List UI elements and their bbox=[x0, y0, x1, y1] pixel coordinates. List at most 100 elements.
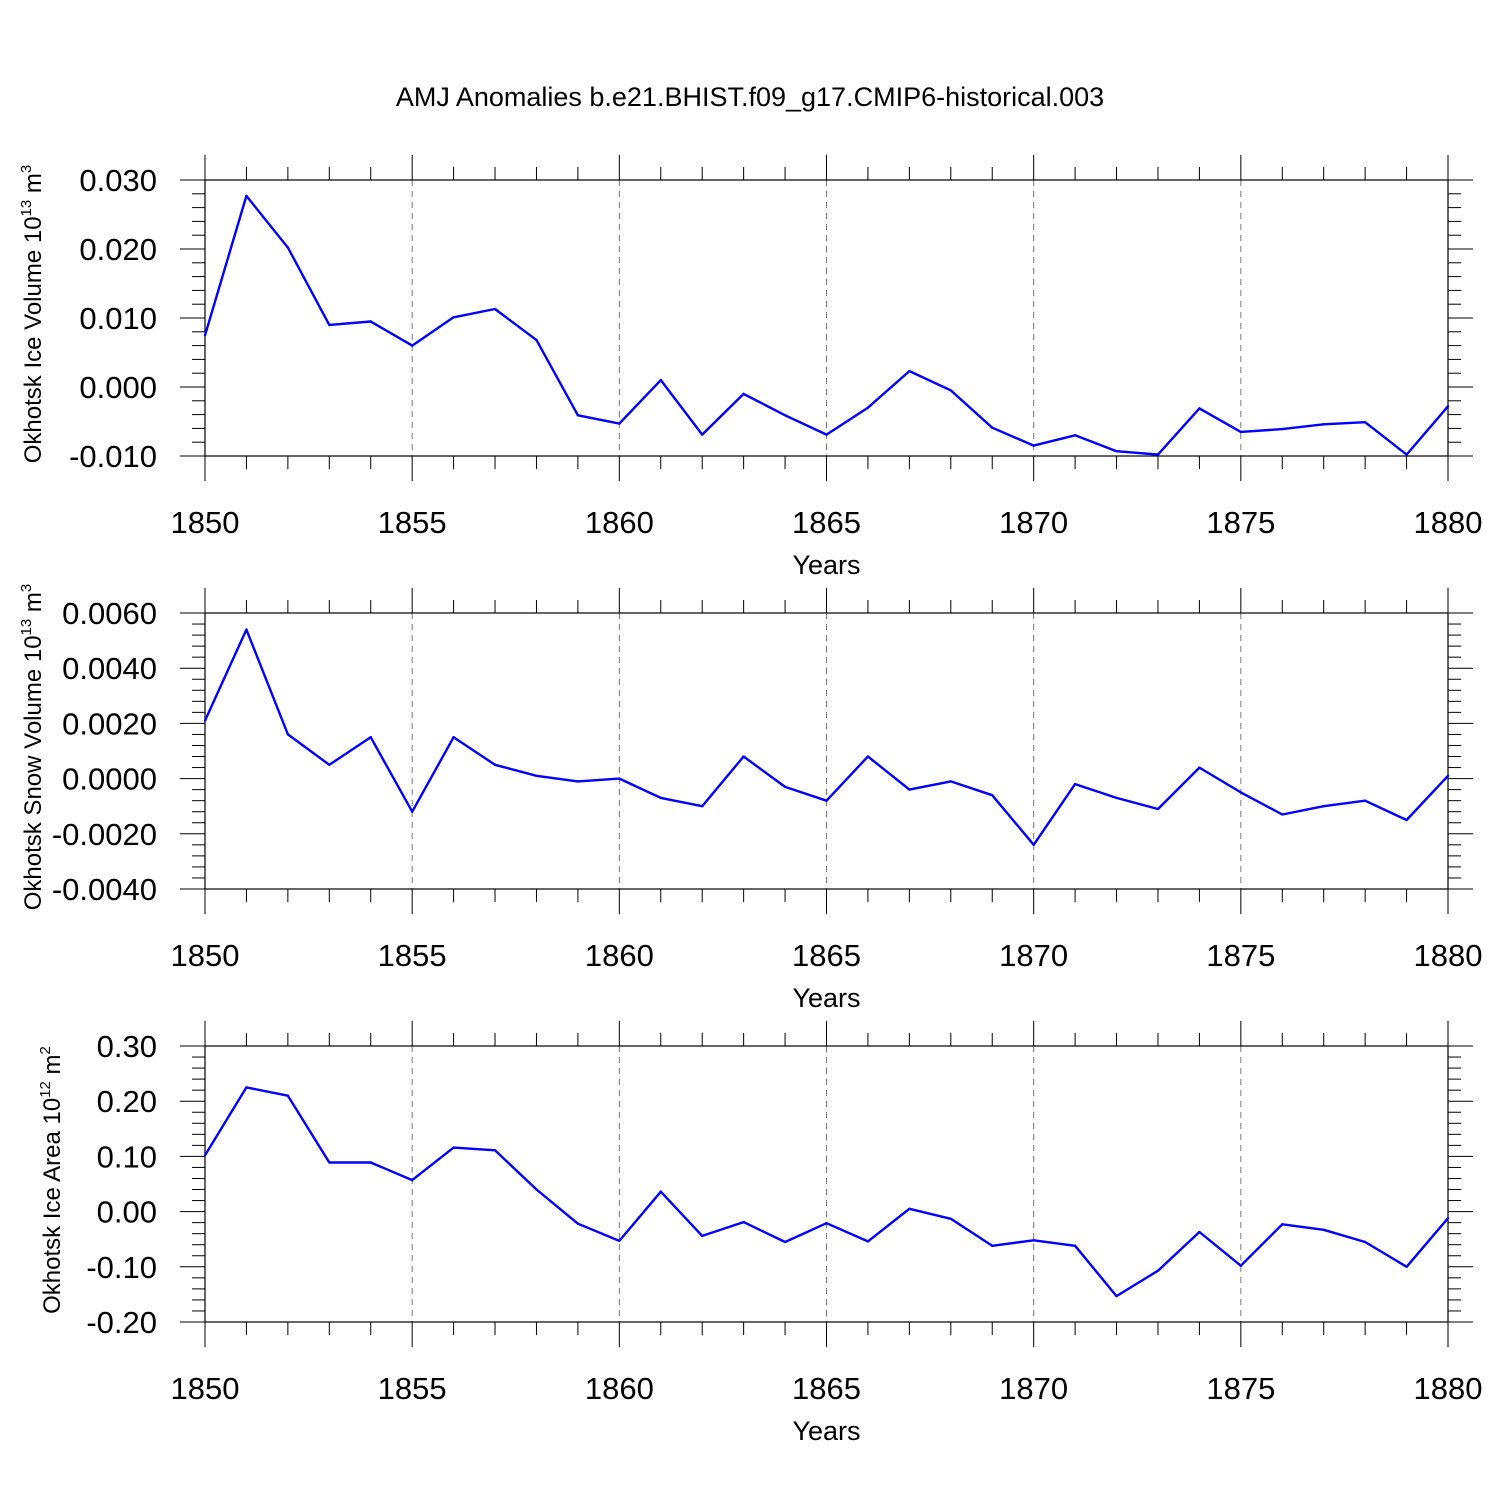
x-axis-label: Years bbox=[792, 983, 860, 1013]
data-point bbox=[1363, 799, 1367, 802]
y-tick-label: 0.00 bbox=[97, 1195, 157, 1230]
data-point bbox=[410, 344, 414, 347]
x-tick-label: 1860 bbox=[585, 505, 654, 540]
data-point bbox=[1239, 1264, 1243, 1267]
y-tick-label: -0.010 bbox=[69, 439, 157, 474]
x-tick-label: 1870 bbox=[999, 938, 1068, 973]
y-axis-label: Okhotsk Ice Area 1012 m2 bbox=[37, 1046, 66, 1314]
data-point bbox=[1281, 813, 1284, 816]
x-tick-label: 1875 bbox=[1206, 505, 1275, 540]
data-point bbox=[742, 392, 745, 396]
data-point bbox=[410, 1178, 414, 1182]
data-point bbox=[535, 1188, 538, 1191]
data-point bbox=[949, 389, 952, 392]
data-point bbox=[742, 1220, 745, 1224]
data-point bbox=[701, 433, 704, 436]
y-axis-label-text: Okhotsk Snow Volume 10 bbox=[20, 635, 47, 910]
y-tick-label: 0.20 bbox=[97, 1084, 157, 1119]
x-tick-label: 1850 bbox=[171, 505, 240, 540]
data-point bbox=[866, 406, 870, 409]
data-point bbox=[1198, 1230, 1201, 1234]
data-point bbox=[1198, 766, 1201, 769]
data-point bbox=[369, 1161, 372, 1164]
y-axis-label-exponent: 13 bbox=[18, 619, 35, 636]
x-axis-label: Years bbox=[792, 1416, 860, 1446]
data-point bbox=[783, 414, 787, 417]
data-point bbox=[203, 719, 207, 722]
y-axis-label-unit: m bbox=[20, 173, 47, 200]
y-tick-label: 0.010 bbox=[79, 301, 157, 336]
x-tick-label: 1850 bbox=[171, 1371, 240, 1406]
y-axis-label-unit: m bbox=[39, 1054, 66, 1081]
y-tick-label: -0.20 bbox=[86, 1305, 157, 1340]
panel-ice-volume: -0.010 0.000 0.010 0.020 0.030 1850 1855 1860 18… bbox=[18, 155, 1482, 580]
data-point bbox=[1363, 420, 1367, 424]
y-axis-label-unit-exponent: 3 bbox=[18, 165, 35, 173]
panel-snow-volume: -0.0040 -0.0020 0.0000 0.0020 0.0040 0.0060 18… bbox=[18, 584, 1482, 1013]
data-point bbox=[742, 755, 745, 758]
y-axis-label-unit-exponent: 2 bbox=[37, 1046, 54, 1054]
data-point bbox=[286, 1094, 290, 1097]
data-point bbox=[452, 316, 455, 319]
data-point bbox=[618, 777, 621, 780]
data-point bbox=[1363, 1240, 1367, 1244]
y-tick-label: -0.0040 bbox=[52, 872, 157, 907]
x-tick-label: 1880 bbox=[1414, 938, 1483, 973]
data-point bbox=[701, 1234, 704, 1238]
data-point bbox=[576, 1222, 580, 1225]
data-point bbox=[659, 378, 662, 382]
data-point bbox=[618, 422, 621, 425]
data-point bbox=[369, 320, 372, 323]
data-point bbox=[1405, 1265, 1408, 1269]
y-tick-label: 0.020 bbox=[79, 232, 157, 267]
y-axis-label-exponent: 13 bbox=[18, 200, 35, 217]
x-tick-label: 1855 bbox=[378, 938, 447, 973]
data-point bbox=[410, 810, 414, 813]
x-tick-label: 1860 bbox=[585, 938, 654, 973]
data-point bbox=[908, 788, 911, 791]
data-point bbox=[203, 334, 207, 337]
data-point bbox=[286, 733, 290, 736]
data-point bbox=[866, 1240, 870, 1243]
data-point bbox=[1156, 1269, 1160, 1272]
data-point bbox=[245, 628, 248, 631]
y-tick-label: 0.0020 bbox=[62, 706, 157, 741]
y-axis-label-text: Okhotsk Ice Area 10 bbox=[39, 1098, 66, 1314]
data-point bbox=[825, 433, 828, 436]
data-point bbox=[949, 1217, 952, 1220]
y-axis-label-text: Okhotsk Ice Volume 10 bbox=[20, 216, 47, 463]
y-axis-label-exponent: 12 bbox=[37, 1081, 54, 1098]
data-point bbox=[452, 736, 455, 739]
y-axis-label: Okhotsk Ice Volume 1013 m3 bbox=[18, 165, 47, 464]
data-point bbox=[618, 1239, 621, 1243]
x-axis-label: Years bbox=[792, 550, 860, 580]
data-point bbox=[1156, 453, 1160, 456]
data-point bbox=[908, 369, 911, 373]
data-point bbox=[535, 338, 538, 342]
data-point bbox=[1032, 444, 1035, 447]
data-point bbox=[1405, 453, 1408, 456]
data-point bbox=[1073, 1244, 1077, 1248]
data-point bbox=[245, 1086, 248, 1089]
y-axis-label-unit-exponent: 3 bbox=[18, 584, 35, 592]
data-point bbox=[701, 805, 704, 808]
data-point bbox=[203, 1154, 207, 1157]
data-point bbox=[1115, 1294, 1118, 1298]
x-tick-label: 1880 bbox=[1414, 505, 1483, 540]
y-tick-label: 0.30 bbox=[97, 1029, 157, 1064]
data-point bbox=[576, 414, 580, 417]
data-point bbox=[783, 1240, 787, 1244]
y-axis-label: Okhotsk Snow Volume 1013 m3 bbox=[18, 584, 47, 911]
data-point bbox=[659, 1190, 662, 1193]
y-tick-label: 0.0000 bbox=[62, 762, 157, 797]
data-point bbox=[328, 323, 331, 327]
data-point bbox=[576, 780, 580, 783]
data-point bbox=[328, 763, 331, 766]
data-point bbox=[991, 426, 994, 429]
data-point bbox=[1446, 405, 1450, 408]
data-point bbox=[825, 1221, 828, 1225]
data-point bbox=[1446, 1217, 1450, 1220]
y-tick-label: 0.10 bbox=[97, 1139, 157, 1174]
data-point bbox=[452, 1146, 455, 1149]
